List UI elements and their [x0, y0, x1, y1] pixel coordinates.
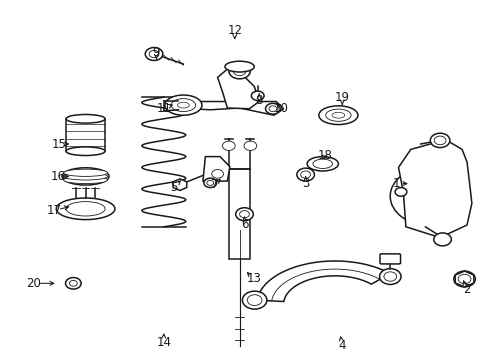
- Circle shape: [233, 66, 245, 76]
- Circle shape: [211, 170, 223, 178]
- Ellipse shape: [224, 61, 254, 72]
- Polygon shape: [228, 169, 250, 259]
- Circle shape: [389, 167, 469, 226]
- Text: 16: 16: [50, 170, 65, 183]
- Circle shape: [69, 280, 77, 286]
- Text: 20: 20: [26, 277, 41, 290]
- Ellipse shape: [71, 171, 100, 182]
- Circle shape: [433, 233, 450, 246]
- Ellipse shape: [66, 202, 105, 216]
- Circle shape: [379, 269, 400, 284]
- Ellipse shape: [62, 168, 109, 185]
- Circle shape: [239, 211, 249, 218]
- Text: 5: 5: [169, 181, 177, 194]
- Polygon shape: [178, 102, 283, 115]
- Polygon shape: [203, 157, 229, 181]
- Ellipse shape: [318, 106, 357, 125]
- Text: 12: 12: [227, 24, 242, 37]
- Circle shape: [453, 271, 474, 287]
- Text: 18: 18: [317, 149, 331, 162]
- Circle shape: [242, 291, 266, 309]
- Text: 4: 4: [338, 339, 346, 352]
- Circle shape: [457, 274, 470, 284]
- Text: 14: 14: [156, 336, 171, 349]
- Ellipse shape: [63, 173, 107, 180]
- Ellipse shape: [177, 102, 189, 108]
- Text: 17: 17: [46, 204, 61, 217]
- Text: 6: 6: [240, 219, 248, 231]
- Circle shape: [65, 278, 81, 289]
- Ellipse shape: [331, 112, 344, 118]
- Polygon shape: [398, 142, 471, 238]
- Circle shape: [222, 141, 235, 150]
- Text: 15: 15: [51, 138, 66, 150]
- Ellipse shape: [63, 169, 107, 176]
- Text: 13: 13: [246, 273, 261, 285]
- Circle shape: [268, 106, 276, 112]
- Ellipse shape: [325, 109, 350, 121]
- Ellipse shape: [66, 147, 105, 156]
- Text: 1: 1: [391, 177, 399, 190]
- Circle shape: [429, 133, 449, 148]
- Text: 9: 9: [152, 46, 160, 59]
- Ellipse shape: [171, 99, 195, 112]
- Circle shape: [433, 136, 445, 145]
- Polygon shape: [66, 119, 105, 151]
- Circle shape: [244, 141, 256, 150]
- Polygon shape: [257, 261, 389, 302]
- Circle shape: [457, 274, 470, 284]
- Text: 11: 11: [156, 102, 171, 114]
- Circle shape: [228, 63, 250, 79]
- Circle shape: [265, 103, 280, 114]
- Circle shape: [149, 50, 159, 58]
- Text: 10: 10: [273, 102, 288, 114]
- Text: 8: 8: [255, 94, 263, 107]
- Ellipse shape: [66, 114, 105, 123]
- Ellipse shape: [56, 198, 115, 220]
- Circle shape: [417, 187, 442, 205]
- Circle shape: [235, 208, 253, 221]
- Polygon shape: [217, 69, 259, 109]
- Text: 2: 2: [462, 283, 470, 296]
- Circle shape: [203, 178, 216, 188]
- Circle shape: [247, 295, 262, 306]
- FancyBboxPatch shape: [379, 254, 400, 264]
- Circle shape: [403, 176, 456, 216]
- Text: 7: 7: [211, 178, 219, 191]
- Circle shape: [145, 48, 163, 60]
- Ellipse shape: [63, 176, 107, 184]
- Circle shape: [296, 168, 314, 181]
- Circle shape: [206, 180, 213, 185]
- Circle shape: [251, 91, 264, 100]
- Circle shape: [300, 171, 310, 178]
- Text: 19: 19: [334, 91, 349, 104]
- Ellipse shape: [312, 159, 332, 168]
- Circle shape: [383, 272, 396, 281]
- Circle shape: [394, 188, 406, 196]
- Ellipse shape: [164, 95, 202, 115]
- Ellipse shape: [306, 157, 338, 171]
- Text: 3: 3: [301, 177, 309, 190]
